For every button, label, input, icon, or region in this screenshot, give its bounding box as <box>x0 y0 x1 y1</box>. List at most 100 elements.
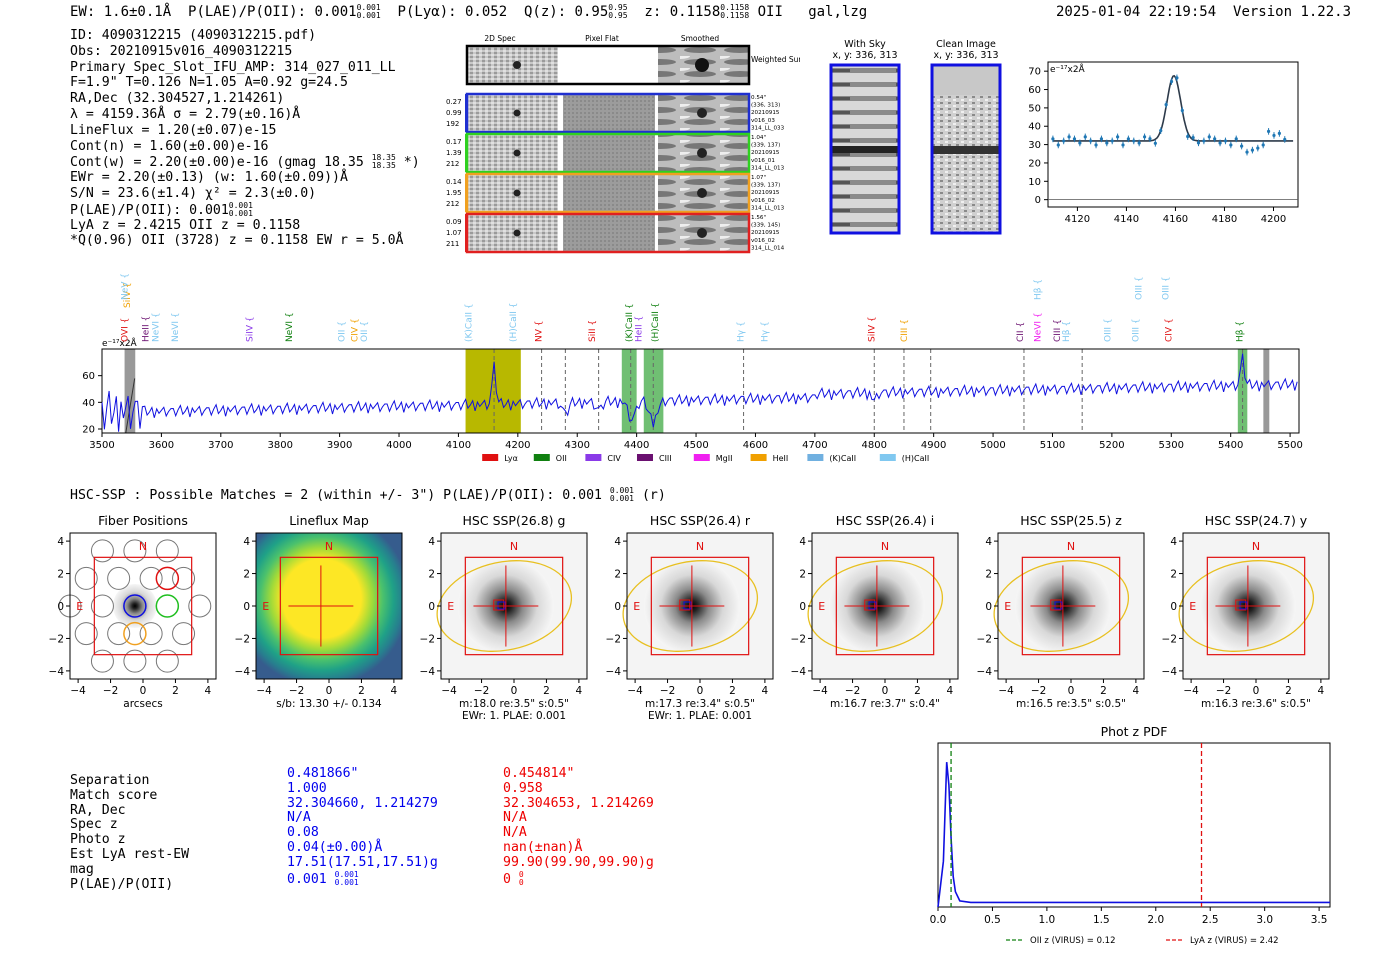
hsc-title-sub: 0.001 <box>609 494 634 503</box>
legend-swatch <box>693 454 710 461</box>
hsc-xtick-label: 2 <box>172 685 179 697</box>
fiber-circle <box>74 622 98 646</box>
fit-point <box>1116 135 1120 139</box>
row-spec-2 <box>468 174 558 212</box>
match1-photoz: 0.08 <box>287 825 319 841</box>
fit-xtick-label: 4200 <box>1261 214 1286 225</box>
row-blob-0 <box>513 109 521 117</box>
fit-ytick-label: 40 <box>1028 122 1041 133</box>
fit-point <box>1062 139 1066 143</box>
fit-point <box>1169 79 1174 84</box>
masked-region-1 <box>124 349 136 433</box>
hsc-ytick-label: 0 <box>799 601 806 613</box>
row-note-1-4: 314_LL_013 <box>751 165 785 171</box>
info-contw: Cont(w) = 2.20(±0.00)e-16 (gmag 18.35 18… <box>70 154 420 171</box>
row-note-1-2: 20210915 <box>751 150 780 156</box>
weighted-spec-blob <box>513 61 521 69</box>
hsc-xtick-label: −4 <box>441 685 457 697</box>
east-label: E <box>447 600 454 613</box>
fit-xtick-label: 4160 <box>1163 214 1188 225</box>
hsc-ytick-label: −4 <box>235 666 251 678</box>
plae-text: P(LAE)/P(OII): 0.001 <box>70 202 229 218</box>
match2-ew: nan(±nan)Å <box>503 839 583 855</box>
plae-value: P(LAE)/P(OII): 0.001 <box>188 4 357 20</box>
sky-frame <box>829 63 901 235</box>
spec-xtick-label: 5100 <box>1040 440 1065 451</box>
hsc-panel-title-1: Lineflux Map <box>289 513 369 528</box>
line-label: CII { <box>1016 322 1026 342</box>
spec-xtick-label: 4900 <box>921 440 946 451</box>
hsc-ytick-label: 4 <box>243 536 250 548</box>
legend-label: HeII <box>773 454 789 463</box>
fiber-circle <box>90 539 114 563</box>
hsc-panel-title-0: Fiber Positions <box>98 513 188 528</box>
hsc-xtick-label: 0 <box>1068 685 1075 697</box>
spec2d-header-3: Smoothed <box>681 34 720 43</box>
legend-swatch <box>533 454 550 461</box>
fit-point <box>1094 143 1098 147</box>
hsc-ytick-label: 4 <box>985 536 992 548</box>
line-label: Hγ { <box>760 321 770 342</box>
lya-window <box>465 349 521 433</box>
spec-xtick-label: 3900 <box>327 440 352 451</box>
hsc-xtick-label: 2 <box>358 685 365 697</box>
weighted-frame <box>465 44 751 86</box>
fiber-circle <box>155 539 179 563</box>
hsc-ytick-label: −2 <box>235 633 250 645</box>
info-radec: RA,Dec (32.304527,1.214261) <box>70 91 285 107</box>
q-sub: 0.95 <box>608 11 628 20</box>
info-ewr: EWr = 2.20(±0.13) (w: 1.60(±0.09))Å <box>70 170 348 186</box>
line-label: OVI { <box>121 318 131 342</box>
legend-swatch <box>750 454 767 461</box>
weighted-blob <box>695 58 709 72</box>
fiber-circle <box>123 539 147 563</box>
hsc-region-box <box>1206 556 1306 656</box>
spectrum-curve <box>101 353 1298 432</box>
spec-xtick-label: 4700 <box>802 440 827 451</box>
hsc-panel-title-4: HSC SSP(26.4) i <box>836 513 934 528</box>
hsc-ytick-label: −2 <box>977 633 992 645</box>
hsc-xtick-label: −2 <box>103 685 118 697</box>
fit-point <box>1234 137 1238 141</box>
fit-point <box>1186 134 1190 139</box>
line-label: Hβ { <box>1062 321 1072 342</box>
legend-label: (K)CaII <box>829 454 856 463</box>
match2-score: 0.958 <box>503 780 543 796</box>
hsc-source-box <box>864 599 876 611</box>
fiber-circle <box>172 622 196 646</box>
line-label: NV { <box>535 321 545 342</box>
row-val-2-0: 0.14 <box>446 178 462 186</box>
hsc-ytick-label: 2 <box>428 569 435 581</box>
photz-pdf-curve <box>937 762 1330 908</box>
info-plae-sub: 0.001 <box>228 208 253 218</box>
clean-emission-band <box>932 146 1000 154</box>
fit-point <box>1202 139 1206 143</box>
fit-point <box>1089 139 1093 143</box>
row-smooth-blob-1 <box>697 148 707 158</box>
hsc-source-box <box>1050 599 1062 611</box>
row-note-0-0: 0.54" <box>751 95 766 101</box>
photz-xtick-label: 2.0 <box>1147 914 1164 926</box>
hsc-xtick-label: 2 <box>543 685 550 697</box>
hsc-xtick-label: 4 <box>205 685 212 697</box>
spectrum-units: e⁻¹⁷x2Å <box>102 337 138 349</box>
spec-xtick-label: 4600 <box>743 440 768 451</box>
row-note-0-2: 20210915 <box>751 110 780 116</box>
photz-xtick-label: 3.5 <box>1311 914 1328 926</box>
match2-photoz: N/A <box>503 825 527 841</box>
legend-swatch <box>585 454 602 461</box>
contw-text: Cont(w) = 2.20(±0.00)e-16 (gmag 18.35 <box>70 155 364 171</box>
legend-swatch <box>482 454 499 461</box>
fit-point <box>1072 137 1077 141</box>
hsc-aperture-ellipse <box>807 560 944 652</box>
line-label: OII { <box>360 321 370 342</box>
fit-point <box>1159 129 1163 133</box>
legend-label: MgII <box>716 454 733 463</box>
line-label: HeII { <box>141 316 151 342</box>
east-label: E <box>76 600 83 613</box>
flags: gal,lzg <box>808 4 868 20</box>
hsc-title-tail: (r) <box>634 488 666 503</box>
match1-sep: 0.481866" <box>287 766 359 781</box>
row-note-3-1: (339, 145) <box>751 223 780 229</box>
hsc-ytick-label: −2 <box>1162 633 1177 645</box>
